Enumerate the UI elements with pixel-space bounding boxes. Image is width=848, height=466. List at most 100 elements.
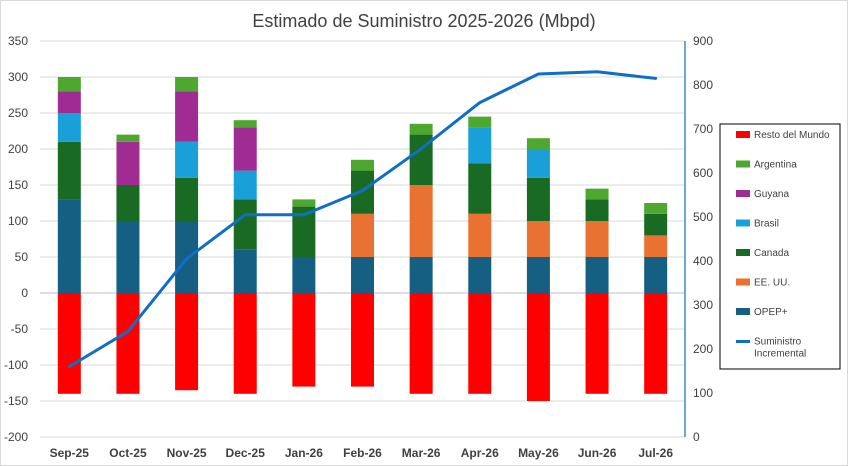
left-tick-label: 150 — [8, 178, 28, 192]
bar-ee-uu — [351, 213, 374, 257]
bar-resto-del-mundo — [585, 293, 609, 394]
right-tick-label: 0 — [693, 430, 700, 444]
right-tick-label: 600 — [693, 166, 713, 180]
incremental-line — [67, 70, 658, 369]
x-tick-label: Jun-26 — [578, 446, 617, 460]
legend-label-argentina: Argentina — [754, 160, 797, 171]
x-tick-label: Oct-25 — [109, 446, 147, 460]
bar-canada — [526, 177, 550, 221]
bar-argentina — [468, 116, 492, 128]
bar-ee-uu — [644, 235, 668, 257]
bar-brasil — [526, 149, 550, 178]
bar-guyana — [175, 91, 199, 142]
left-tick-label: -200 — [4, 430, 28, 444]
legend-swatch-opep — [736, 308, 750, 315]
right-tick-label: 100 — [693, 386, 713, 400]
left-tick-label: 0 — [21, 286, 28, 300]
bar-opep — [644, 257, 668, 293]
right-tick-label: 800 — [693, 78, 713, 92]
right-tick-label: 200 — [693, 342, 713, 356]
left-tick-label: 250 — [8, 106, 28, 120]
bar-resto-del-mundo — [409, 293, 433, 394]
legend-label-brasil: Brasil — [754, 219, 779, 230]
x-tick-label: Jul-26 — [638, 446, 673, 460]
bars — [57, 77, 668, 401]
bar-brasil — [468, 127, 492, 164]
legend-swatch-brasil — [736, 219, 750, 227]
right-axis: 900 800 700 600 500 400 300 200 100 0 — [684, 34, 713, 444]
bar-opep — [292, 257, 316, 293]
bar-canada — [292, 206, 316, 257]
bar-resto-del-mundo — [233, 293, 257, 394]
bar-resto-del-mundo — [351, 293, 374, 387]
legend-label-ee-uu: EE. UU. — [754, 278, 790, 289]
legend-swatch-guyana — [736, 190, 750, 197]
right-tick-label: 400 — [693, 254, 713, 268]
right-tick-label: 900 — [693, 34, 713, 48]
bar-guyana — [57, 91, 81, 113]
bar-argentina — [57, 77, 81, 92]
bar-ee-uu — [585, 221, 609, 257]
bar-argentina — [351, 159, 374, 171]
bar-resto-del-mundo — [644, 293, 668, 394]
bar-ee-uu — [468, 213, 492, 257]
legend-swatch-canada — [736, 249, 750, 256]
bar-ee-uu — [409, 185, 433, 257]
right-tick-label: 300 — [693, 298, 713, 312]
bar-argentina — [644, 203, 668, 214]
line-suministro-incremental — [67, 70, 658, 369]
bar-brasil — [175, 141, 199, 178]
x-tick-label: Feb-26 — [343, 446, 382, 460]
legend-label-resto-del-mundo: Resto del Mundo — [754, 130, 830, 141]
bar-opep — [57, 199, 81, 293]
bar-canada — [116, 185, 140, 221]
bar-opep — [116, 221, 140, 293]
x-tick-label: Mar-26 — [402, 446, 441, 460]
legend: Resto del Mundo Argentina Guyana Brasil Cana… — [719, 123, 841, 370]
chart-title: Estimado de Suministro 2025-2026 (Mbpd) — [252, 11, 595, 31]
bar-opep — [409, 257, 433, 293]
bar-brasil — [233, 170, 257, 200]
x-tick-label: Sep-25 — [50, 446, 90, 460]
left-axis: 350 300 250 200 150 100 50 0 -50 -100 -150 -200 — [4, 34, 28, 444]
bar-canada — [233, 199, 257, 250]
x-tick-label: Apr-26 — [461, 446, 499, 460]
legend-label-guyana: Guyana — [754, 189, 789, 200]
left-tick-label: 50 — [15, 250, 29, 264]
bar-resto-del-mundo — [175, 293, 199, 391]
bar-opep — [351, 257, 374, 293]
right-tick-label: 500 — [693, 210, 713, 224]
bar-resto-del-mundo — [292, 293, 316, 387]
bar-opep — [585, 257, 609, 293]
bar-guyana — [116, 141, 140, 185]
legend-label-canada: Canada — [754, 248, 789, 259]
left-tick-label: 100 — [8, 214, 28, 228]
right-tick-label: 700 — [693, 122, 713, 136]
legend-label-suministro-incremental: Suministro Incremental — [754, 337, 806, 360]
bar-guyana — [233, 127, 257, 171]
bar-argentina — [116, 134, 140, 142]
bar-canada — [175, 177, 199, 221]
bar-argentina — [585, 188, 609, 200]
bar-canada — [409, 134, 433, 185]
left-tick-label: -50 — [11, 322, 29, 336]
left-tick-label: 300 — [8, 70, 28, 84]
bar-brasil — [57, 113, 81, 142]
bar-opep — [526, 257, 550, 293]
bar-resto-del-mundo — [116, 293, 140, 394]
left-tick-label: -100 — [4, 358, 28, 372]
legend-swatch-argentina — [736, 160, 750, 168]
bar-argentina — [292, 199, 316, 207]
bar-canada — [644, 213, 668, 236]
x-tick-label: May-26 — [518, 446, 559, 460]
bar-opep — [233, 249, 257, 293]
bar-canada — [57, 141, 81, 200]
bar-ee-uu — [526, 221, 550, 257]
bar-argentina — [233, 120, 257, 128]
left-tick-label: 350 — [8, 34, 28, 48]
legend-swatch-resto-del-mundo — [736, 131, 750, 138]
x-tick-label: Nov-25 — [167, 446, 207, 460]
bar-opep — [468, 257, 492, 293]
